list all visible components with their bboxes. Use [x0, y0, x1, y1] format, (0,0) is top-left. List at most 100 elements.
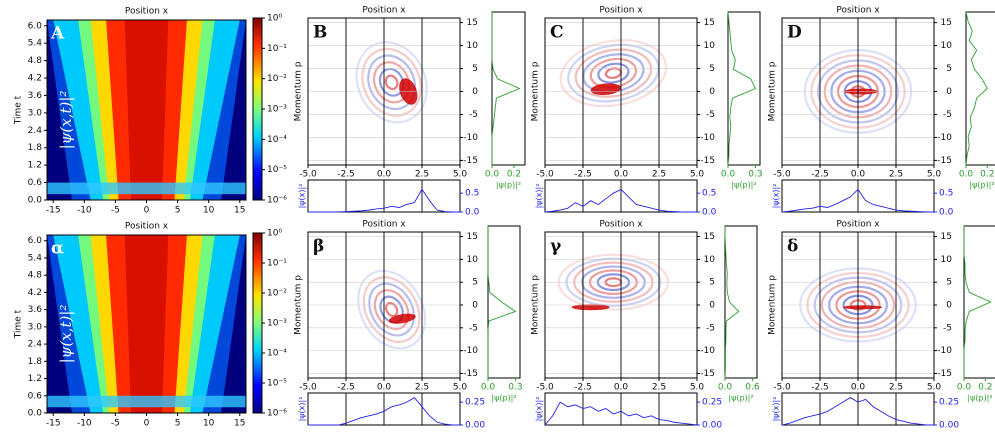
x-tick-label: 0.0 [614, 383, 629, 393]
wigner-fringe [373, 289, 410, 330]
p-marginal-line [491, 12, 521, 165]
frame [307, 231, 461, 379]
colorbar-tick-label: 10⁻¹ [267, 259, 287, 269]
x-tick-label: 5.0 [690, 170, 705, 180]
y-label: Momentum p [531, 275, 541, 335]
y-tick-label: 6.0 [28, 21, 43, 31]
y-tick-label: 15 [941, 232, 952, 242]
x-marginal-label: |ψ(x)|² [772, 184, 781, 209]
y-tick-label: 15 [467, 18, 478, 28]
wigner-fringe [559, 39, 668, 108]
y-tick-label: -10 [463, 133, 478, 143]
wigner-pattern [559, 39, 668, 108]
y-label: Momentum p [768, 275, 778, 335]
x-tick-label: 0 [144, 206, 150, 216]
frame [963, 225, 995, 379]
p-marginal-label: |ψ(p)|² [491, 394, 516, 403]
x-tick-label: 0.0 [377, 170, 392, 180]
y-tick-label: -15 [463, 156, 478, 166]
y-label: Time t [14, 309, 24, 339]
frame [491, 11, 526, 166]
frame [965, 11, 995, 166]
y-tick-label: 1.2 [28, 374, 42, 384]
y-tick-label: 4.2 [28, 288, 42, 298]
x-tick-label: 10 [203, 206, 215, 216]
x-tick-label: -2.5 [811, 170, 829, 180]
x-tick-label: 0.0 [851, 170, 866, 180]
wigner-fringe [597, 62, 630, 84]
y-tick-label: 15 [941, 18, 952, 28]
y-tick-label: 0.0 [465, 208, 480, 218]
y-tick-label: 15 [704, 18, 715, 28]
x-tick-label: 5.0 [927, 170, 942, 180]
y-tick-label: 0.25 [702, 398, 722, 408]
y-tick-label: 0.6 [28, 391, 43, 401]
y-tick-label: 1.8 [28, 143, 43, 153]
y-tick-label: -10 [463, 346, 478, 356]
colorbar-tick-label: 10⁻⁵ [267, 165, 287, 175]
p-marginal-line [963, 226, 992, 378]
panel-letter: δ [787, 237, 798, 257]
y-tick-label: -10 [700, 346, 715, 356]
x-tick-label: 0.2 [980, 170, 994, 180]
x-marginal-line [544, 401, 698, 426]
wigner-fringe [362, 276, 421, 343]
colorbar-tick-label: 10⁻² [267, 289, 287, 299]
y-tick-label: 1.2 [28, 161, 42, 171]
x-tick-label: 2.5 [652, 383, 666, 393]
y-tick-label: 0.00 [939, 421, 959, 431]
frame [544, 179, 698, 213]
x-tick-label: -15 [46, 206, 61, 216]
y-tick-label: 3.0 [28, 322, 43, 332]
wigner-fringe [567, 43, 660, 103]
wigner-peak [388, 313, 416, 324]
frame [544, 231, 698, 379]
wigner-fringe [361, 47, 422, 117]
y-tick-label: -5 [706, 323, 715, 333]
x-tick-label: -5.0 [536, 170, 554, 180]
y-tick-label: 10 [941, 255, 953, 265]
panel-letter: A [50, 24, 65, 44]
p-marginal-label: |ψ(p)|² [969, 181, 994, 190]
y-tick-label: 5 [946, 278, 952, 288]
x-tick-label: 0.2 [507, 170, 521, 180]
y-tick-label: 10 [704, 41, 716, 51]
y-tick-label: 5 [946, 64, 952, 74]
y-tick-label: -15 [700, 369, 715, 379]
wigner-fringe [357, 269, 427, 350]
x-tick-label: 5.0 [927, 383, 942, 393]
wigner-peak [842, 305, 883, 310]
y-tick-label: 5 [472, 64, 478, 74]
y-tick-label: 0.0 [28, 196, 43, 206]
frame [781, 392, 935, 426]
x-marginal-label: |ψ(x)|² [772, 397, 781, 422]
y-tick-label: 0 [472, 301, 478, 311]
colorbar-tick-label: 10⁻³ [267, 105, 287, 115]
frame [307, 17, 461, 166]
frame [307, 392, 461, 426]
x-tick-label: -2.5 [337, 170, 355, 180]
colorbar-tick-label: 10⁻⁴ [267, 135, 287, 145]
y-tick-label: 6.0 [28, 236, 43, 246]
x-tick-label: -2.5 [811, 383, 829, 393]
y-tick-label: 10 [467, 255, 479, 265]
title: Position x [362, 6, 406, 16]
y-tick-label: -10 [700, 133, 715, 143]
heatmap-band [47, 182, 246, 195]
p-marginal-label: |ψ(p)|² [967, 394, 992, 403]
x-tick-label: 0.0 [957, 383, 972, 393]
y-tick-label: 0.25 [939, 398, 959, 408]
y-tick-label: 1.8 [28, 357, 43, 367]
p-marginal-label: |ψ(p)|² [731, 181, 756, 190]
colorbar [252, 17, 263, 201]
x-tick-label: 0.0 [959, 170, 974, 180]
x-tick-label: -5.0 [536, 383, 554, 393]
x-tick-label: 0.0 [481, 383, 496, 393]
x-tick-label: 15 [234, 206, 245, 216]
x-tick-label: 2.5 [415, 383, 429, 393]
colorbar-tick-label: 10⁻⁴ [267, 349, 287, 359]
y-tick-label: 3.6 [28, 305, 43, 315]
y-tick-label: 0.0 [939, 208, 954, 218]
y-label: Time t [14, 95, 24, 125]
y-tick-label: -15 [463, 369, 478, 379]
